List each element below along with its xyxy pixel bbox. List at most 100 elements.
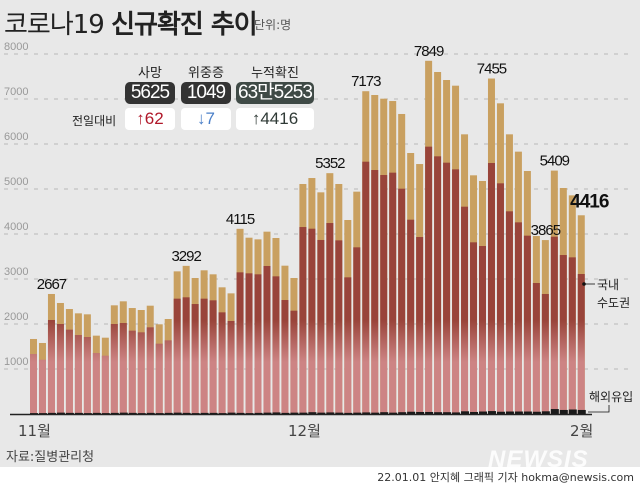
data-label: 7849 bbox=[414, 43, 444, 60]
bar-overseas bbox=[92, 412, 101, 414]
data-label: 2667 bbox=[37, 276, 67, 293]
bar-overseas bbox=[353, 412, 362, 414]
title-main: 신규확진 추이 bbox=[111, 10, 258, 40]
cumulative-label: 누적확진 bbox=[251, 66, 299, 81]
critical-label: 위중증 bbox=[188, 66, 224, 81]
title-prefix: 코로나19 bbox=[4, 10, 105, 40]
y-tick-label: 5000 bbox=[4, 176, 28, 188]
bar-capital bbox=[470, 242, 478, 414]
bar-overseas bbox=[434, 412, 443, 414]
bar-capital bbox=[380, 175, 388, 414]
y-tick-label: 7000 bbox=[4, 86, 28, 98]
data-label: 7455 bbox=[477, 61, 507, 78]
bar-overseas bbox=[514, 411, 523, 414]
critical-value: 1049 bbox=[181, 82, 231, 104]
bar-capital bbox=[65, 329, 73, 414]
bar-overseas bbox=[272, 412, 281, 414]
bar-capital bbox=[155, 343, 163, 414]
bar-overseas bbox=[173, 412, 182, 414]
bar-overseas bbox=[254, 412, 263, 414]
bar-overseas bbox=[452, 412, 461, 414]
bar-overseas bbox=[245, 413, 254, 414]
bar-capital bbox=[47, 319, 55, 414]
bar-overseas bbox=[577, 409, 586, 414]
bar-capital bbox=[218, 312, 226, 414]
bar-capital bbox=[371, 170, 379, 414]
y-tick-label: 2000 bbox=[4, 311, 28, 323]
bar-capital bbox=[83, 337, 91, 414]
legend-leader bbox=[588, 405, 610, 413]
bar-overseas bbox=[209, 412, 218, 414]
credit-line: 22.01.01 안지혜 그래픽 기자 hokma@newsis.com bbox=[377, 471, 634, 484]
bar-capital bbox=[254, 274, 262, 414]
bar-capital bbox=[263, 265, 271, 414]
bar-capital bbox=[209, 300, 217, 414]
bar-capital bbox=[514, 222, 522, 414]
bar-capital bbox=[335, 240, 343, 414]
bar-capital bbox=[245, 273, 253, 414]
bar-overseas bbox=[398, 412, 407, 414]
bar-capital bbox=[416, 237, 424, 414]
bar-overseas bbox=[281, 412, 290, 414]
bar-overseas bbox=[191, 413, 200, 414]
bar-capital bbox=[362, 161, 370, 414]
bar-overseas bbox=[425, 411, 434, 414]
bar-overseas bbox=[416, 411, 425, 414]
bar-overseas bbox=[487, 411, 496, 414]
bar-overseas bbox=[344, 412, 353, 414]
bar-overseas bbox=[461, 411, 470, 414]
bar-capital bbox=[191, 304, 199, 414]
bar-overseas bbox=[146, 412, 155, 414]
y-tick-label: 6000 bbox=[4, 131, 28, 143]
legend-overseas: 해외유입 bbox=[589, 390, 634, 404]
x-tick-label: 2월 bbox=[570, 422, 594, 440]
y-tick-label: 1000 bbox=[4, 356, 28, 368]
bar-capital bbox=[559, 255, 567, 414]
data-label: 3865 bbox=[531, 222, 561, 239]
bar-capital bbox=[119, 323, 127, 414]
bar-capital bbox=[550, 236, 558, 414]
bar-capital bbox=[74, 335, 82, 414]
bar-overseas bbox=[407, 411, 416, 414]
y-tick-label: 4000 bbox=[4, 221, 28, 233]
bar-overseas bbox=[110, 412, 119, 414]
bar-overseas bbox=[326, 412, 335, 414]
bar-overseas bbox=[38, 413, 47, 414]
bar-capital bbox=[308, 228, 316, 414]
bar-capital bbox=[541, 293, 549, 414]
bar-overseas bbox=[128, 412, 137, 414]
critical-diff: ↓7 bbox=[181, 108, 231, 130]
bar-capital bbox=[577, 274, 585, 414]
data-label: 4115 bbox=[226, 211, 255, 228]
bar-capital bbox=[281, 300, 289, 414]
bar-overseas bbox=[101, 413, 110, 414]
x-tick-label: 12월 bbox=[288, 422, 321, 440]
bar-capital bbox=[227, 320, 235, 414]
bar-overseas bbox=[335, 412, 344, 414]
y-tick-label: 8000 bbox=[4, 41, 28, 53]
bar-overseas bbox=[496, 411, 505, 414]
bar-capital bbox=[56, 324, 64, 414]
bar-capital bbox=[272, 276, 280, 414]
bar-overseas bbox=[30, 413, 38, 414]
bar-capital bbox=[164, 340, 172, 414]
x-tick-label: 11월 bbox=[18, 422, 51, 440]
bar-capital bbox=[443, 162, 451, 414]
bar-capital bbox=[173, 298, 181, 414]
bar-overseas bbox=[317, 412, 326, 414]
bar-overseas bbox=[550, 409, 559, 414]
bar-capital bbox=[200, 298, 208, 414]
bar-overseas bbox=[236, 412, 245, 414]
bar-overseas bbox=[299, 412, 308, 414]
y-tick-label: 3000 bbox=[4, 266, 28, 278]
bar-capital bbox=[137, 332, 145, 414]
bar-capital bbox=[353, 247, 361, 414]
deaths-value: 5625 bbox=[125, 82, 175, 104]
bar-overseas bbox=[182, 412, 191, 414]
bar-capital bbox=[317, 239, 325, 414]
bar-overseas bbox=[371, 412, 380, 414]
bar-capital bbox=[479, 246, 486, 414]
bar-overseas bbox=[479, 411, 487, 414]
bar-overseas bbox=[290, 412, 299, 414]
source-note: 자료:질병관리청 bbox=[6, 450, 95, 465]
